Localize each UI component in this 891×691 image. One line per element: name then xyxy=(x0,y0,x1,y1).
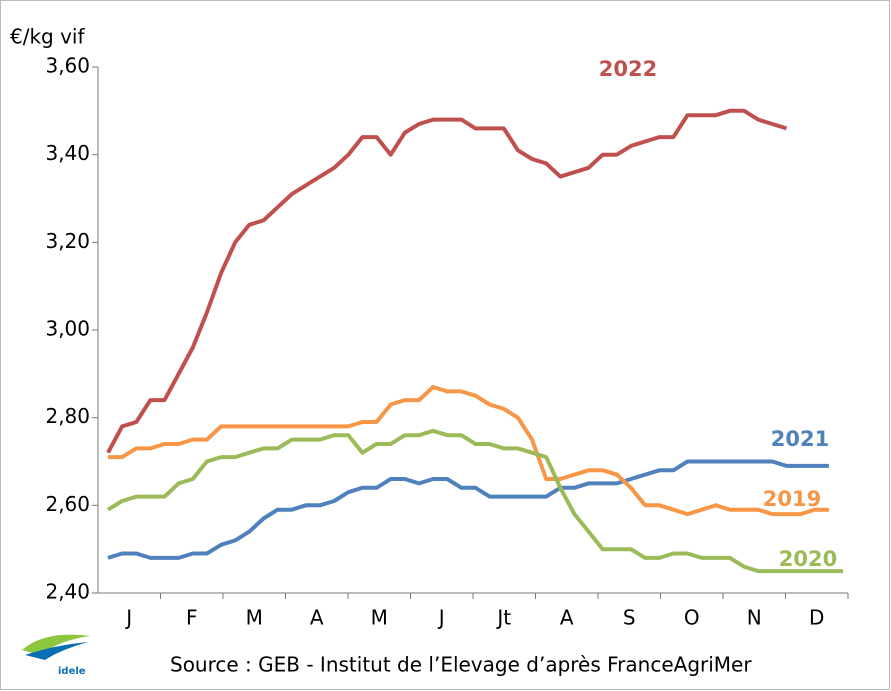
x-tick-label: D xyxy=(809,606,824,630)
x-tick-label: J xyxy=(124,606,132,630)
source: Source : GEB - Institut de l’Elevage d’a… xyxy=(170,653,752,677)
x-tick-label: M xyxy=(246,606,263,630)
y-tick-label: 3,00 xyxy=(45,317,90,341)
y-tick-label: 3,40 xyxy=(45,141,90,165)
series-line xyxy=(106,108,788,454)
y-tick-label: 2,40 xyxy=(45,580,90,604)
series-label: 2022 xyxy=(599,57,657,81)
series-line xyxy=(106,428,843,574)
x-tick-label: A xyxy=(560,606,574,630)
series-label: 2021 xyxy=(771,427,829,451)
y-tick-label: 3,60 xyxy=(45,54,90,78)
x-tick-label: O xyxy=(684,606,700,630)
series-label: 2019 xyxy=(763,487,821,511)
svg-text:idele: idele xyxy=(58,666,86,677)
series-label: 2020 xyxy=(779,547,837,571)
x-tick-label: N xyxy=(747,606,762,630)
y-tick-label: 2,80 xyxy=(45,404,90,428)
series-line xyxy=(107,459,829,560)
series-line xyxy=(108,385,829,517)
y-tick-label: 3,20 xyxy=(45,229,90,253)
y-axis-label: €/kg vif xyxy=(10,25,85,49)
x-tick-label: M xyxy=(371,606,388,630)
x-tick-label: F xyxy=(186,606,198,630)
x-tick-label: J xyxy=(437,606,445,630)
x-tick-label: A xyxy=(310,606,324,630)
y-tick-label: 2,60 xyxy=(45,492,90,516)
logo: idele xyxy=(22,634,90,677)
x-tick-label: Jt xyxy=(495,606,511,630)
x-tick-label: S xyxy=(623,606,636,630)
